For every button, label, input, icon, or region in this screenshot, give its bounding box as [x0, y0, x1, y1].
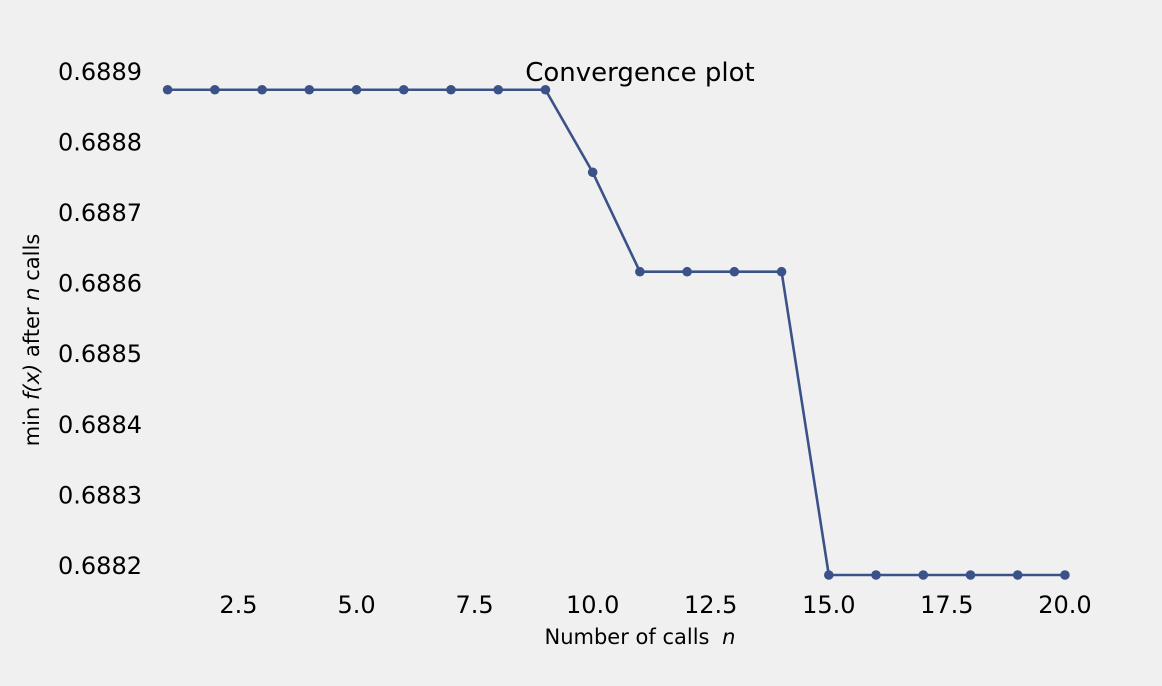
x-tick-label: 7.5	[456, 591, 494, 619]
data-point-marker	[918, 570, 929, 580]
data-point-marker	[776, 266, 787, 277]
chart-title: Convergence plot	[525, 58, 755, 88]
data-point-marker	[540, 84, 551, 95]
data-point-marker	[162, 84, 173, 95]
y-tick-label: 0.6884	[58, 411, 142, 439]
y-axis-label: min f(x) after n calls	[20, 234, 44, 447]
data-point-marker	[257, 84, 267, 95]
data-point-marker	[446, 84, 456, 95]
y-tick-label: 0.6886	[58, 270, 142, 298]
data-point-marker	[1060, 570, 1070, 580]
y-tick-label: 0.6888	[58, 129, 142, 157]
y-tick-labels: 0.6889 0.6888 0.6887 0.6886 0.6885 0.6884 0.68…	[58, 58, 142, 580]
data-point-marker	[304, 84, 315, 95]
data-point-marker	[965, 570, 976, 580]
data-point-marker	[398, 84, 409, 95]
data-point-marker	[587, 167, 598, 178]
y-axis-label-fx: f(x)	[20, 364, 44, 400]
y-axis-label-calls: calls	[20, 234, 44, 281]
x-axis-label-text: Number of calls	[545, 625, 710, 649]
y-axis-label-min: min	[20, 407, 44, 447]
y-axis-label-after: after	[20, 301, 44, 357]
data-point-marker	[871, 570, 881, 580]
data-point-marker	[210, 84, 220, 95]
plot-area	[162, 84, 1070, 580]
data-point-marker	[682, 266, 692, 277]
y-axis-label-n: n	[20, 287, 44, 300]
y-tick-label: 0.6885	[58, 340, 142, 368]
x-tick-label: 15.0	[802, 591, 855, 619]
y-tick-label: 0.6887	[58, 199, 142, 227]
x-tick-label: 5.0	[337, 591, 375, 619]
x-tick-label: 17.5	[920, 591, 973, 619]
data-point-marker	[351, 84, 362, 95]
y-tick-label: 0.6883	[58, 481, 142, 509]
data-point-marker	[729, 266, 740, 277]
y-tick-label: 0.6889	[58, 58, 142, 86]
data-point-marker	[493, 84, 504, 95]
data-point-marker	[635, 266, 645, 277]
x-tick-label: 10.0	[566, 591, 619, 619]
data-point-marker	[1012, 570, 1023, 580]
data-point-marker	[824, 570, 834, 580]
x-axis-label: Number of calls n	[545, 625, 736, 649]
x-tick-label: 12.5	[684, 591, 737, 619]
x-tick-label: 20.0	[1038, 591, 1091, 619]
x-axis-label-variable: n	[722, 625, 735, 649]
x-tick-labels: 2.5 5.0 7.5 10.0 12.5 15.0 17.5 20.0	[219, 591, 1091, 619]
series-line	[167, 88, 1065, 577]
x-tick-label: 2.5	[219, 591, 257, 619]
y-tick-label: 0.6882	[58, 552, 142, 580]
